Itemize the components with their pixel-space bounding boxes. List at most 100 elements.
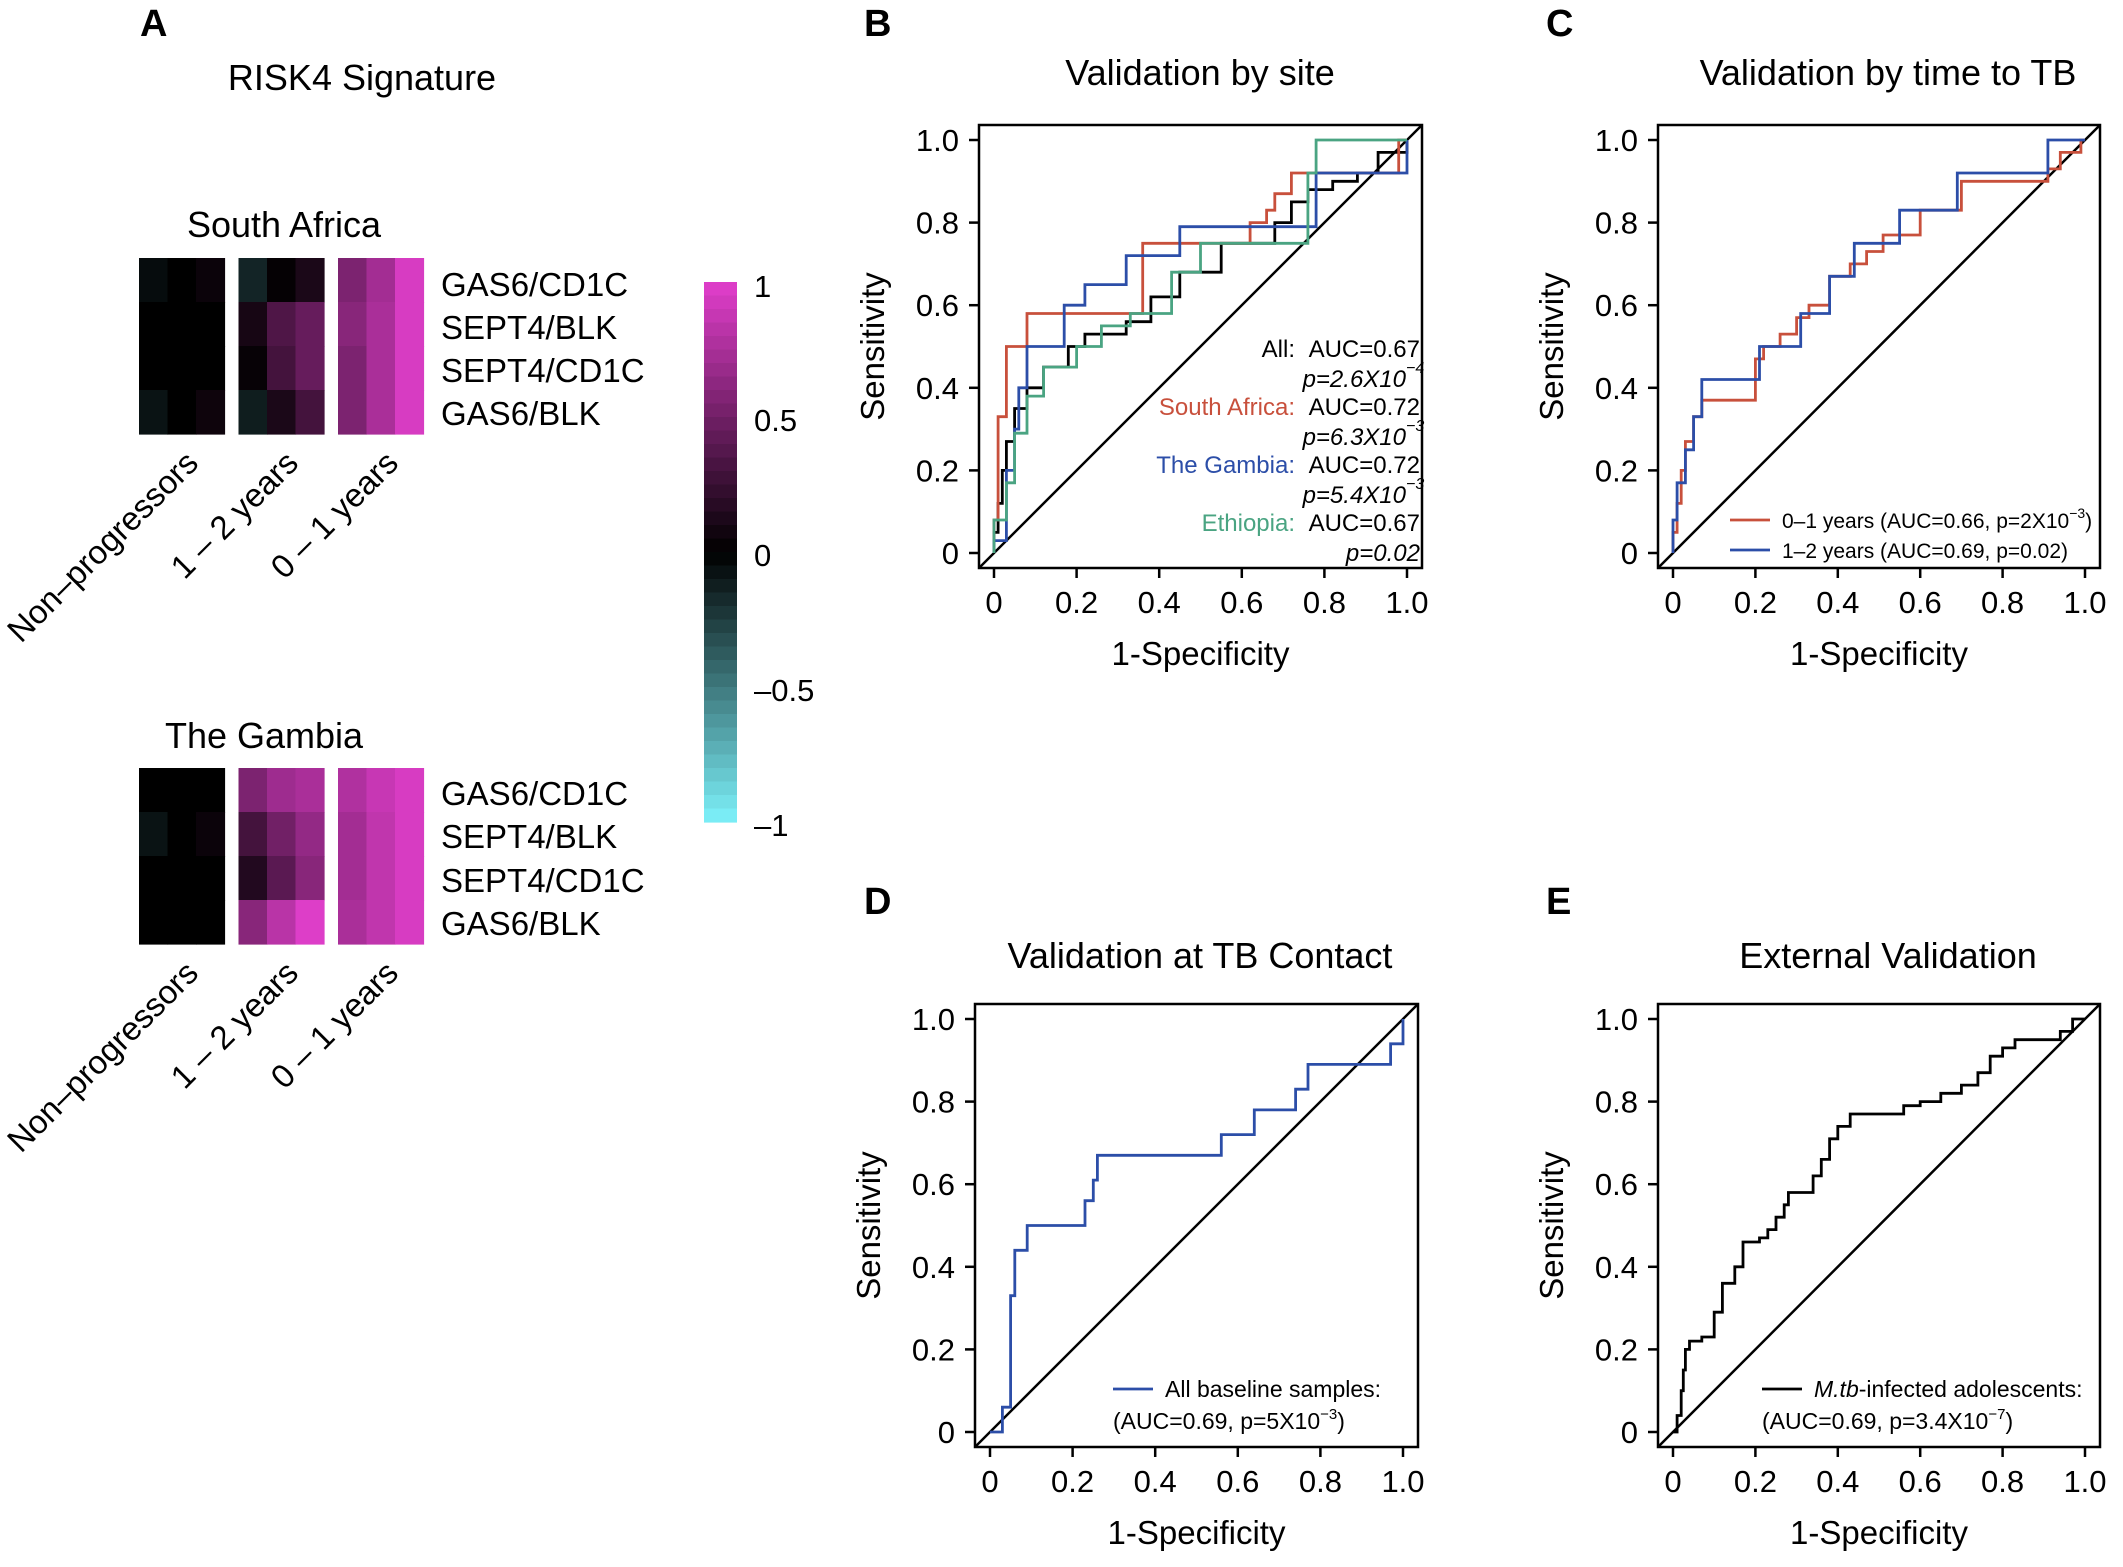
panel-a-letter: A — [140, 3, 167, 45]
y-tick-label: 0.4 — [916, 371, 959, 406]
heatmap-cell — [167, 258, 197, 303]
heatmap-cell — [139, 812, 169, 857]
colorbar-segment — [704, 444, 737, 459]
colorbar-segment — [704, 471, 737, 486]
y-tick-label: 0 — [1621, 1415, 1638, 1450]
legend-p-exponent: −4 — [1406, 360, 1424, 377]
colorbar-segment — [704, 741, 737, 756]
y-tick-label: 0.2 — [1595, 453, 1638, 488]
colorbar-segment — [704, 795, 737, 810]
heatmap-cell — [366, 856, 396, 901]
row-label: GAS6/BLK — [441, 905, 601, 942]
heatmap-cell — [267, 302, 297, 347]
panel-letter: E — [1546, 881, 1571, 923]
y-tick-label: 0 — [1621, 536, 1638, 571]
heatmap-cell — [238, 900, 268, 945]
row-label: SEPT4/CD1C — [441, 862, 645, 899]
colorbar-segment — [704, 565, 737, 580]
heatmap-cell — [167, 768, 197, 813]
heatmap-cell — [338, 346, 368, 391]
diagonal-reference-line — [978, 124, 1423, 569]
heatmap-cell — [167, 900, 197, 945]
colorbar-segment — [704, 349, 737, 364]
legend-auc: AUC=0.72 — [1309, 452, 1420, 479]
heatmap-cell — [395, 346, 425, 391]
y-tick-label: 0.8 — [912, 1085, 955, 1120]
x-tick-label: 0 — [1664, 585, 1681, 620]
colorbar-segment — [704, 687, 737, 702]
heatmap-sa-col-labels: Non–progressors 1 – 2 years 0 – 1 years — [0, 444, 405, 649]
y-axis-label: Sensitivity — [1533, 272, 1570, 421]
heatmap-cell — [295, 390, 325, 435]
y-tick-label: 0.4 — [1595, 371, 1638, 406]
colorbar-segment — [704, 714, 737, 729]
colorbar-segment — [704, 673, 737, 688]
heatmap-cell — [338, 302, 368, 347]
x-tick-label: 0 — [1664, 1464, 1681, 1499]
y-tick-label: 0.6 — [1595, 288, 1638, 323]
heatmap-cell — [267, 812, 297, 857]
legend-label: Ethiopia: — [1202, 510, 1295, 537]
colorbar-segment — [704, 309, 737, 324]
colorbar-segment — [704, 592, 737, 607]
y-tick-label: 1.0 — [1595, 123, 1638, 158]
x-tick-label: 1.0 — [2063, 585, 2106, 620]
colorbar-segment — [704, 322, 737, 337]
heatmap-cell — [139, 768, 169, 813]
heatmap-cell — [267, 768, 297, 813]
colorbar-segment — [704, 336, 737, 351]
chart-title: Validation by site — [1065, 52, 1335, 93]
heatmap-cell — [338, 390, 368, 435]
roc-curve-series-all — [992, 140, 1409, 553]
x-tick-label: 0.4 — [1816, 1464, 1859, 1499]
heatmap-gambia-row-labels: GAS6/CD1C SEPT4/BLK SEPT4/CD1C GAS6/BLK — [441, 775, 645, 942]
x-tick-label: 0.8 — [1299, 1464, 1342, 1499]
row-label: SEPT4/CD1C — [441, 352, 645, 389]
x-axis-label: 1-Specificity — [1790, 635, 1968, 672]
heatmap-cell — [267, 856, 297, 901]
panel-letter: D — [864, 881, 891, 923]
heatmap-cell — [295, 812, 325, 857]
heatmap-cell — [238, 258, 268, 303]
row-label: GAS6/BLK — [441, 395, 601, 432]
colorbar-segment — [704, 633, 737, 648]
heatmap-cell — [167, 390, 197, 435]
colorbar-segment — [704, 511, 737, 526]
heatmap-cell — [196, 812, 226, 857]
plot-frame — [977, 123, 1424, 570]
y-axis-label: Sensitivity — [1533, 1151, 1570, 1300]
heatmap-cell — [238, 856, 268, 901]
colorbar-segment — [704, 754, 737, 769]
colorbar-segment — [704, 430, 737, 445]
y-tick-label: 0.6 — [916, 288, 959, 323]
heatmap-cell — [366, 390, 396, 435]
panel-letter: B — [864, 3, 891, 45]
colorbar-segment — [704, 390, 737, 405]
panel-d: D Validation at TB Contact 00 0.2 0.2 0.4 0.4 0… — [850, 881, 1425, 1551]
heatmap-south-africa — [139, 258, 425, 435]
heatmap-cell — [395, 812, 425, 857]
legend-italic: M.tb — [1814, 1376, 1859, 1402]
legend-text-line2: (AUC=0.69, p=3.4X10−7) — [1762, 1406, 2013, 1434]
y-tick-label: 0.2 — [916, 453, 959, 488]
heatmap-gambia-title: The Gambia — [165, 715, 364, 756]
heatmap-cell — [295, 302, 325, 347]
heatmap-cell — [167, 856, 197, 901]
y-axis-label: Sensitivity — [850, 1151, 887, 1300]
heatmap-cell — [196, 900, 226, 945]
heatmap-cell — [196, 258, 226, 303]
panel-c: C Validation by time to TB 00 0.2 0.2 0.4 0.4 0… — [1533, 3, 2107, 672]
colorbar-ticks: 1 0.5 0 –0.5 –1 — [754, 269, 814, 843]
y-tick-label: 1.0 — [912, 1002, 955, 1037]
heatmap-cell — [238, 302, 268, 347]
plot-frame — [1656, 1002, 2102, 1449]
legend-text-after: ) — [2085, 510, 2092, 533]
colorbar-tick: 0 — [754, 538, 771, 573]
heatmap-cell — [139, 900, 169, 945]
heatmap-cell — [196, 346, 226, 391]
heatmap-cell — [267, 390, 297, 435]
y-tick-label: 1.0 — [1595, 1002, 1638, 1037]
heatmap-cell — [395, 390, 425, 435]
diagonal-reference-line — [1657, 1003, 2101, 1448]
x-tick-label: 0.6 — [1899, 1464, 1942, 1499]
